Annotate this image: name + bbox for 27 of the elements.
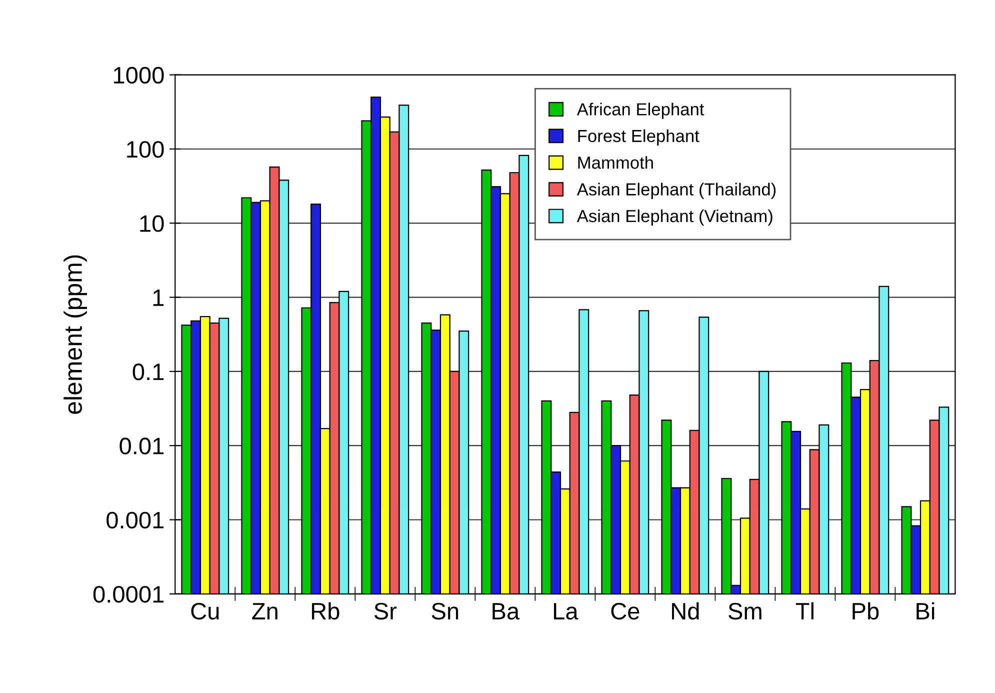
x-tick-label: Tl <box>796 602 814 620</box>
legend-label: Forest Elephant <box>578 129 700 146</box>
legend-label: Asian Elephant (Vietnam) <box>576 209 772 226</box>
y-tick-label: 10 <box>140 215 164 232</box>
y-tick-label: 100 <box>127 141 164 158</box>
legend-label: Mammoth <box>578 156 653 169</box>
x-tick-label: Sr <box>374 602 397 620</box>
y-tick-label: 0.0001 <box>93 586 164 603</box>
y-tick-label: 0.1 <box>132 364 164 380</box>
y-tick-label: 1 <box>153 290 164 306</box>
x-tick-label: Sm <box>728 602 762 620</box>
x-tick-label: Cu <box>191 602 219 620</box>
x-tick-label: Ba <box>492 603 520 620</box>
x-tick-label: Zn <box>252 603 278 620</box>
x-tick-label: Ce <box>611 602 640 620</box>
y-tick-label: 0.01 <box>120 438 164 454</box>
x-tick-label: Pb <box>852 602 879 620</box>
x-tick-label: Nd <box>672 602 699 620</box>
x-tick-label: Bi <box>916 602 934 620</box>
x-tick-label: Rb <box>312 602 340 620</box>
y-tick-label: 0.001 <box>106 512 164 529</box>
x-tick-label: Sn <box>432 602 458 620</box>
y-axis-title: element (ppm) <box>64 255 87 414</box>
legend-label: Asian Elephant (Thailand) <box>576 182 776 199</box>
legend-label: African Elephant <box>576 102 704 119</box>
y-tick-label: 1000 <box>114 66 164 84</box>
x-tick-label: La <box>554 603 578 620</box>
